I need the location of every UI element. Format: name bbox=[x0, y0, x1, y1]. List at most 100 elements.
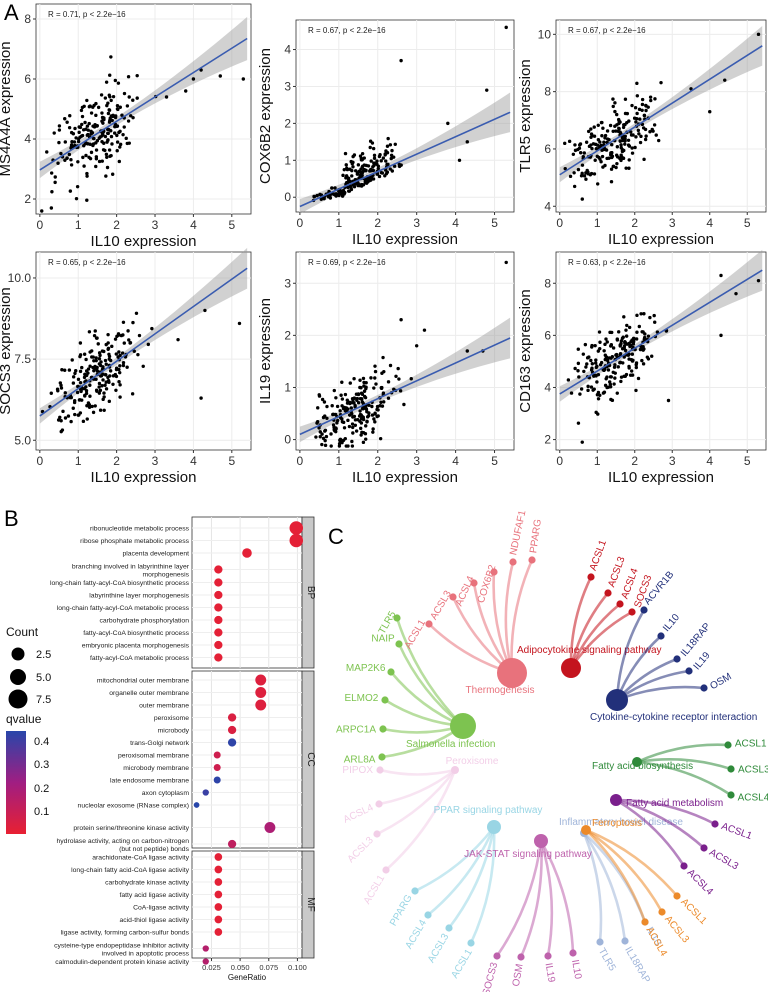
data-point bbox=[635, 330, 639, 334]
data-point bbox=[350, 444, 355, 448]
gene-label: ACSL4 bbox=[404, 918, 430, 951]
x-tick-label: 5 bbox=[744, 454, 751, 468]
data-point bbox=[566, 378, 571, 382]
term-label: ribonucleotide metabolic process bbox=[90, 526, 190, 533]
data-point bbox=[360, 397, 364, 401]
data-point bbox=[134, 311, 139, 316]
y-tick-label: 8 bbox=[544, 276, 551, 290]
data-point bbox=[80, 122, 84, 127]
plot-frame bbox=[35, 251, 252, 451]
data-point bbox=[60, 428, 65, 432]
data-point bbox=[81, 128, 86, 132]
data-point bbox=[659, 80, 663, 85]
data-point bbox=[605, 340, 609, 344]
facet-frame bbox=[191, 670, 303, 849]
data-point bbox=[106, 341, 110, 345]
data-point bbox=[642, 312, 646, 316]
go-term-dot bbox=[255, 674, 267, 686]
data-point bbox=[63, 368, 67, 372]
data-point bbox=[618, 139, 623, 143]
data-point bbox=[580, 197, 584, 201]
x-tick-label: 1 bbox=[335, 454, 342, 468]
data-point bbox=[110, 142, 114, 146]
count-legend-label: 7.5 bbox=[36, 694, 51, 706]
data-point bbox=[59, 151, 63, 156]
data-point bbox=[604, 148, 609, 152]
data-point bbox=[371, 165, 375, 169]
data-point bbox=[577, 375, 581, 379]
data-point bbox=[121, 320, 126, 324]
data-point bbox=[65, 120, 69, 124]
data-point bbox=[372, 153, 377, 158]
data-point bbox=[341, 173, 345, 178]
data-point bbox=[60, 368, 64, 372]
data-point bbox=[640, 330, 644, 334]
gene-label: IL10 bbox=[569, 959, 583, 981]
data-point bbox=[130, 392, 135, 396]
term-label: cysteine-type endopeptidase inhibitor ac… bbox=[54, 943, 189, 958]
y-tick-label: 8 bbox=[544, 85, 551, 99]
data-point bbox=[69, 157, 73, 162]
data-point bbox=[364, 424, 368, 428]
data-point bbox=[49, 206, 54, 210]
gene-node bbox=[711, 820, 719, 828]
y-tick-label: 4 bbox=[544, 199, 551, 213]
term-label: protein serine/threonine kinase activity bbox=[73, 825, 189, 832]
data-point bbox=[372, 417, 376, 421]
pathway-label: Peroxisome bbox=[446, 756, 499, 767]
data-point bbox=[573, 366, 577, 371]
data-point bbox=[611, 104, 615, 109]
data-point bbox=[360, 165, 364, 169]
data-point bbox=[94, 388, 99, 392]
data-point bbox=[334, 426, 338, 430]
data-point bbox=[111, 374, 116, 378]
data-point bbox=[127, 95, 131, 99]
data-point bbox=[353, 403, 357, 408]
data-point bbox=[344, 163, 348, 167]
qvalue-legend-label: 0.1 bbox=[34, 806, 49, 818]
data-point bbox=[99, 360, 103, 364]
x-tick-label: 2 bbox=[631, 454, 638, 468]
data-point bbox=[576, 167, 581, 172]
data-point bbox=[322, 400, 327, 404]
data-point bbox=[756, 32, 761, 37]
data-point bbox=[585, 362, 589, 366]
term-label: fatty acid ligase activity bbox=[119, 892, 189, 899]
data-point bbox=[605, 358, 610, 363]
y-axis-title: CD163 expression bbox=[517, 289, 534, 412]
data-point bbox=[598, 144, 602, 149]
data-point bbox=[607, 356, 612, 360]
gene-label: ELMO2 bbox=[344, 693, 378, 704]
gene-label: ACSL3 bbox=[429, 589, 455, 622]
data-point bbox=[593, 373, 598, 378]
data-point bbox=[619, 375, 624, 379]
data-point bbox=[331, 423, 336, 427]
data-point bbox=[640, 358, 644, 363]
data-point bbox=[363, 395, 368, 400]
data-point bbox=[379, 159, 383, 163]
data-point bbox=[359, 386, 363, 390]
term-label: ligase activity, forming carbon-sulfur b… bbox=[61, 930, 190, 937]
y-tick-label: 7.5 bbox=[14, 352, 31, 366]
gene-node bbox=[375, 800, 383, 808]
data-point bbox=[69, 419, 73, 424]
data-point bbox=[359, 426, 363, 431]
data-point bbox=[366, 414, 371, 418]
data-point bbox=[121, 360, 126, 365]
data-point bbox=[80, 114, 85, 119]
data-point bbox=[106, 131, 110, 136]
data-point bbox=[87, 105, 92, 109]
term-label: CoA-ligase activity bbox=[133, 905, 190, 912]
data-point bbox=[85, 98, 89, 103]
data-point bbox=[106, 127, 110, 132]
gene-node bbox=[387, 668, 395, 676]
data-point bbox=[94, 155, 99, 159]
data-point bbox=[78, 354, 82, 359]
data-point bbox=[586, 129, 591, 134]
data-point bbox=[109, 134, 114, 139]
gene-label: PPARG bbox=[528, 518, 544, 554]
data-point bbox=[78, 380, 83, 385]
term-label: mitochondrial outer membrane bbox=[97, 678, 189, 685]
data-point bbox=[613, 376, 617, 380]
